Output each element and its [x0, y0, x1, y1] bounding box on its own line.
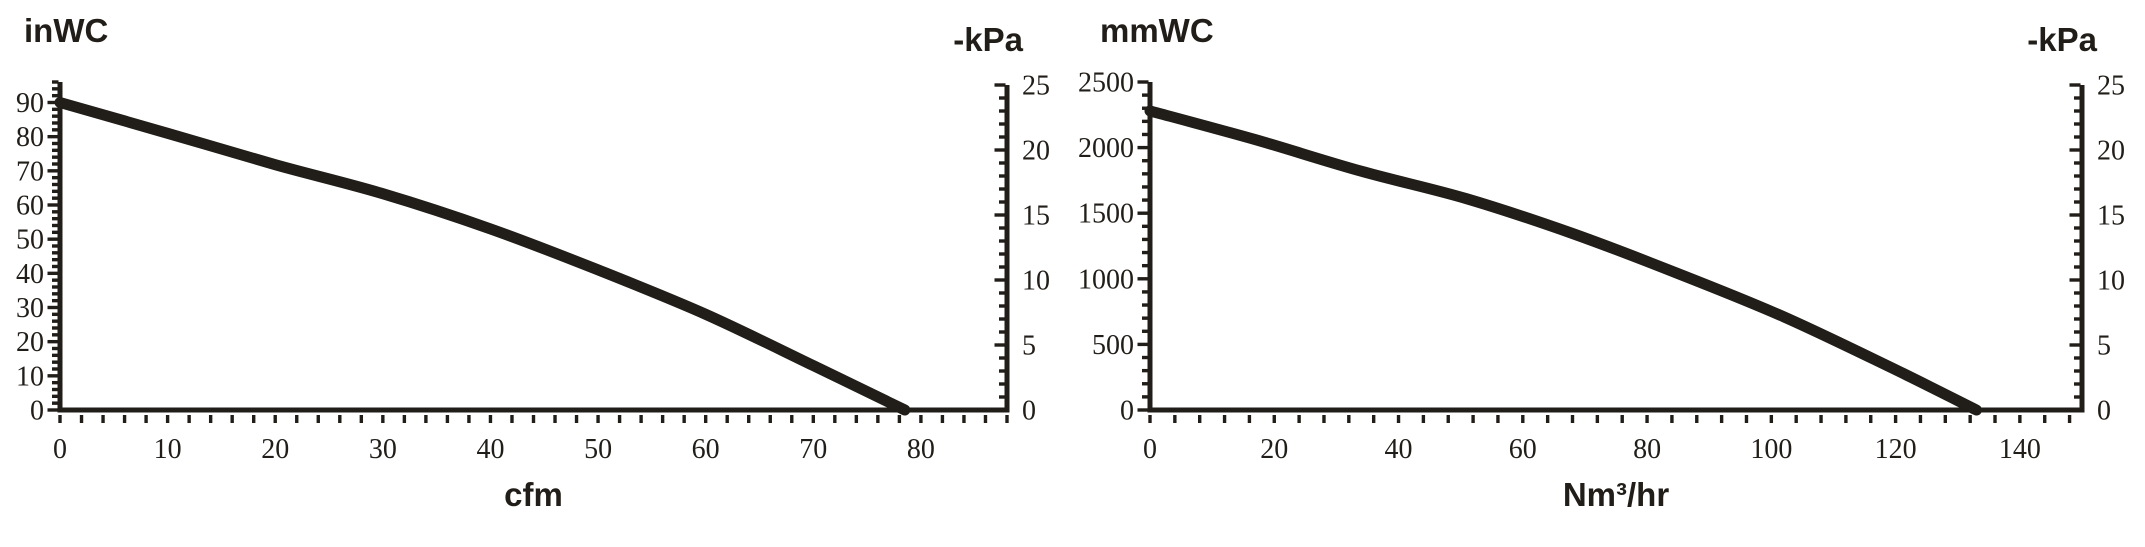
- y-left-tick-label: 70: [16, 156, 44, 187]
- y-right-tick-label: 0: [1022, 396, 1036, 427]
- y-left-tick-label: 500: [1092, 330, 1134, 361]
- x-tick-label: 80: [907, 434, 935, 465]
- y-left-tick-label: 20: [16, 327, 44, 358]
- x-tick-label: 60: [1509, 434, 1537, 465]
- y-left-tick-label: 90: [16, 88, 44, 119]
- y-left-tick-label: 0: [1120, 396, 1134, 427]
- y-left-tick-label: 2500: [1078, 68, 1134, 99]
- x-tick-label: 60: [692, 434, 720, 465]
- x-tick-label: 80: [1633, 434, 1661, 465]
- y-left-tick-label: 10: [16, 361, 44, 392]
- y-right-tick-label: 20: [2097, 136, 2125, 167]
- imperial-performance-chart: inWC -kPa cfm 0 10 20 30 40 50 60 70 80 0 10 20 30 40…: [0, 0, 1072, 547]
- tick-marks: [1137, 80, 2081, 423]
- y-right-tick-label: 5: [1022, 331, 1036, 362]
- y-left-tick-label: 1000: [1078, 264, 1134, 295]
- x-tick-label: 0: [53, 434, 67, 465]
- y-right-unit-label: -kPa: [953, 21, 1023, 58]
- y-left-tick-label: 2000: [1078, 133, 1134, 164]
- x-axis-unit-label: Nm³/hr: [1562, 476, 1670, 513]
- x-tick-label: 120: [1875, 434, 1917, 465]
- y-left-tick-label: 60: [16, 191, 44, 222]
- y-left-unit-label: mmWC: [1100, 12, 1214, 49]
- metric-performance-chart: mmWC -kPa Nm³/hr 0 20 40 60 80 100 120 140 0 500 1…: [1072, 0, 2145, 547]
- performance-curve: [1144, 105, 1982, 416]
- y-right-tick-label: 5: [2097, 331, 2111, 362]
- x-tick-label: 40: [1385, 434, 1413, 465]
- y-right-tick-label: 25: [2097, 71, 2125, 102]
- chart-canvas: 0 20 40 60 80 100 120 140 0 500 1000 1500 2000 2500 0 5…: [1078, 68, 2125, 466]
- x-tick-label: 40: [476, 434, 504, 465]
- tick-labels: 0 20 40 60 80 100 120 140 0 500 1000 1500 2000 2500 0 5…: [1078, 68, 2125, 466]
- y-left-tick-label: 30: [16, 293, 44, 324]
- x-tick-label: 20: [261, 434, 289, 465]
- y-left-tick-label: 50: [16, 225, 44, 256]
- y-right-tick-label: 10: [1022, 266, 1050, 297]
- x-tick-label: 10: [154, 434, 182, 465]
- y-right-unit-label: -kPa: [2027, 21, 2097, 58]
- chart-canvas: 0 10 20 30 40 50 60 70 8001020304050607080900510…: [16, 71, 1050, 466]
- y-right-tick-label: 15: [1022, 201, 1050, 232]
- x-tick-label: 140: [1999, 434, 2041, 465]
- y-left-tick-label: 40: [16, 259, 44, 290]
- axes: [1147, 82, 2085, 413]
- y-right-tick-label: 15: [2097, 201, 2125, 232]
- performance-curve: [54, 97, 911, 416]
- x-tick-label: 0: [1143, 434, 1157, 465]
- x-tick-label: 30: [369, 434, 397, 465]
- y-left-tick-label: 0: [30, 396, 44, 427]
- x-tick-label: 70: [799, 434, 827, 465]
- y-left-tick-label: 1500: [1078, 199, 1134, 230]
- y-right-tick-label: 10: [2097, 266, 2125, 297]
- y-right-tick-label: 0: [2097, 396, 2111, 427]
- tick-marks: [47, 80, 1009, 423]
- tick-labels: 0 10 20 30 40 50 60 70 8001020304050607080900510…: [16, 71, 1050, 466]
- x-tick-label: 100: [1750, 434, 1792, 465]
- x-tick-label: 50: [584, 434, 612, 465]
- y-left-unit-label: inWC: [24, 12, 109, 49]
- y-right-tick-label: 25: [1022, 71, 1050, 102]
- y-right-tick-label: 20: [1022, 136, 1050, 167]
- x-axis-unit-label: cfm: [504, 476, 563, 513]
- y-left-tick-label: 80: [16, 122, 44, 153]
- axes: [57, 82, 1010, 413]
- x-tick-label: 20: [1260, 434, 1288, 465]
